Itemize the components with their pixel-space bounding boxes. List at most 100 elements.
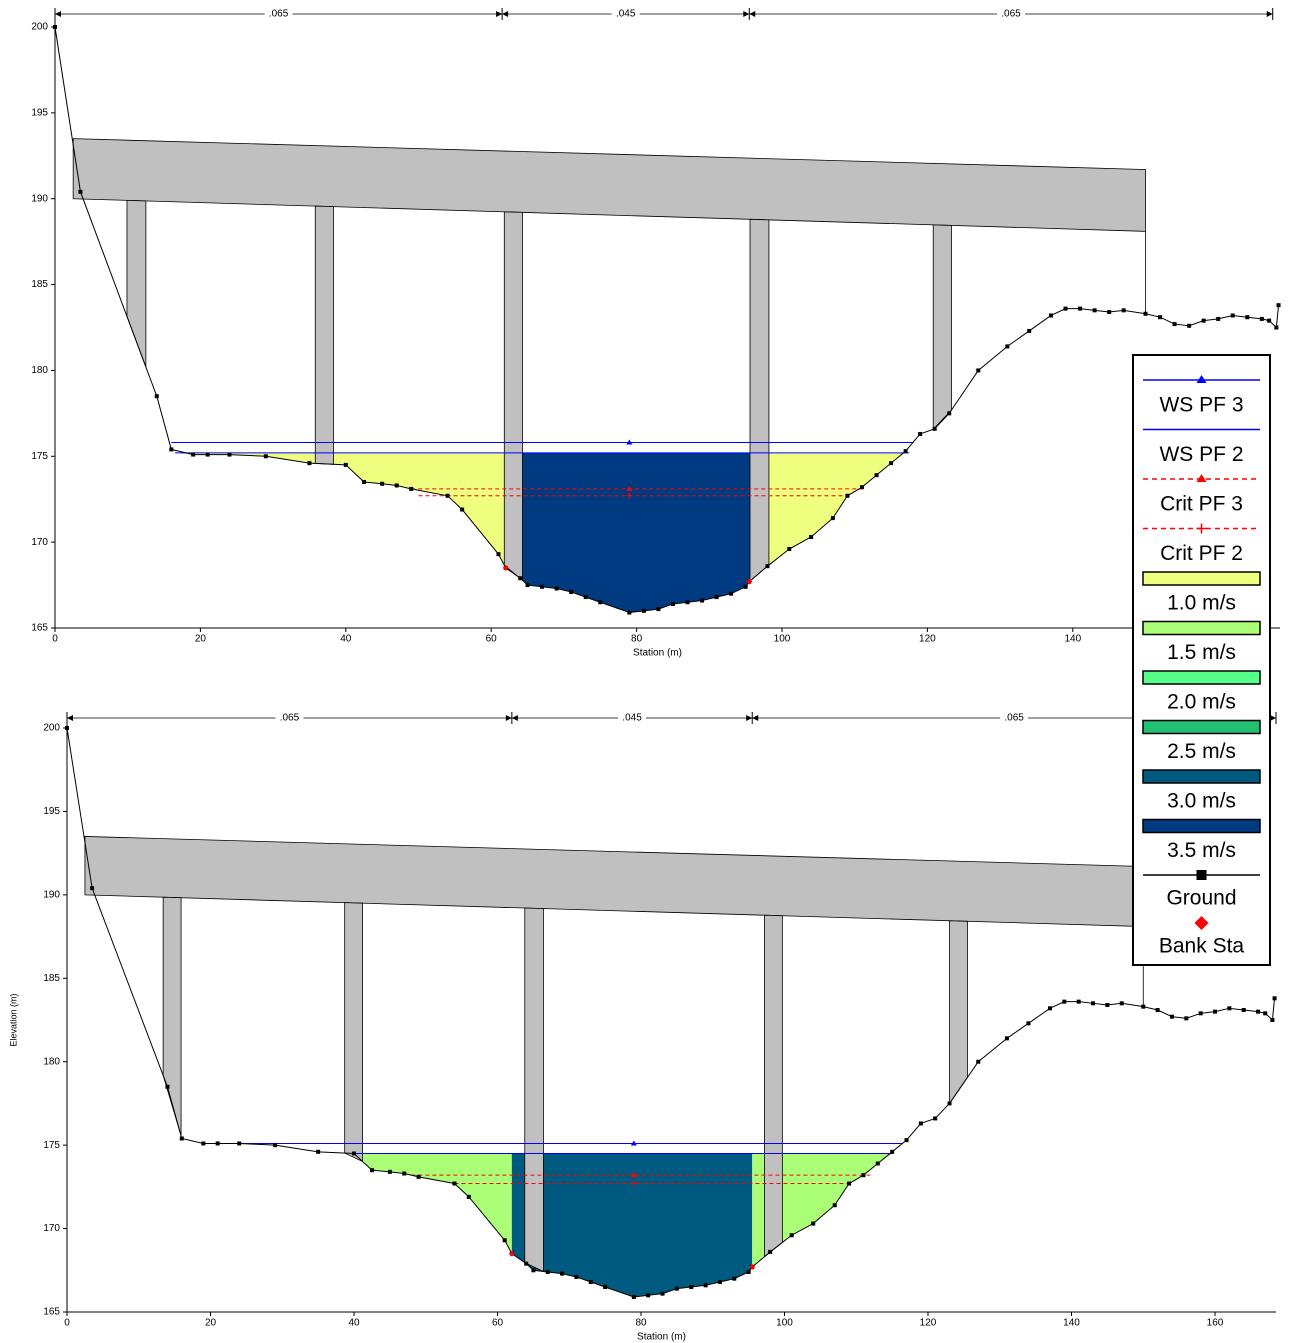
manning-label-bg <box>275 712 304 724</box>
bank-station <box>749 1263 756 1270</box>
ground-point <box>452 1181 457 1186</box>
ground-point <box>976 1059 981 1064</box>
y-tick-label: 180 <box>31 365 48 376</box>
ground-point <box>518 576 523 581</box>
x-axis-label: Station (m) <box>637 1332 686 1343</box>
ground-point <box>685 600 690 605</box>
legend-label: Ground <box>1166 887 1236 910</box>
ground-point <box>1026 1021 1031 1026</box>
pier <box>932 224 952 431</box>
pier <box>503 211 523 582</box>
y-tick-label: 200 <box>31 22 48 33</box>
ground-point <box>732 1276 737 1281</box>
flow-zone <box>750 452 910 582</box>
ground-point <box>1227 1006 1232 1011</box>
ground-point <box>1047 1006 1052 1011</box>
pier <box>524 907 544 1273</box>
flow-zone <box>505 452 751 613</box>
ground-point <box>603 1284 608 1289</box>
x-tick-label: 120 <box>920 1318 937 1329</box>
ws-marker <box>626 492 633 499</box>
manning-label-bg <box>1000 712 1029 724</box>
ws-marker <box>630 1140 637 1146</box>
ground-point <box>65 726 69 730</box>
arrow <box>511 715 518 721</box>
ground-point <box>1048 313 1053 318</box>
flow-zone <box>511 1153 753 1297</box>
y-tick-label: 175 <box>31 451 48 462</box>
legend-label: 3.5 m/s <box>1167 839 1236 862</box>
ground-point <box>352 1151 357 1156</box>
ground-point <box>227 452 232 457</box>
arrow <box>752 715 759 721</box>
ground-point <box>1119 1001 1124 1006</box>
y-tick-label: 165 <box>31 623 48 634</box>
ground-point <box>631 1294 636 1299</box>
y-tick-label: 195 <box>43 806 60 817</box>
ground-point <box>670 601 675 606</box>
ground-point <box>646 1293 651 1298</box>
ground-point <box>1004 1036 1009 1041</box>
ground-point <box>845 493 850 498</box>
ground-point <box>1078 306 1083 311</box>
legend-label: 3.0 m/s <box>1167 790 1236 813</box>
legend-marker <box>1194 916 1209 930</box>
ground-point <box>1184 1016 1189 1021</box>
x-tick-label: 60 <box>492 1318 504 1329</box>
y-axis-label: Elevation (m) <box>8 993 18 1046</box>
bank-station <box>502 564 509 571</box>
ground-point <box>1201 318 1206 323</box>
ground-point <box>191 452 196 457</box>
legend-box <box>1132 354 1271 966</box>
ground-point <box>890 1149 895 1154</box>
x-tick-label: 20 <box>205 1318 217 1329</box>
x-tick-label: 80 <box>631 634 643 645</box>
ground-point <box>1107 310 1112 315</box>
manning-label-bg <box>264 8 293 20</box>
ground-point <box>1062 999 1067 1004</box>
ground-point <box>627 610 632 615</box>
arrow <box>743 11 750 17</box>
y-tick-label: 180 <box>43 1056 60 1067</box>
ws-marker <box>630 1180 637 1187</box>
ground-point <box>717 1279 722 1284</box>
arrow <box>502 11 509 17</box>
ground-point <box>1155 1007 1160 1012</box>
ground-point <box>1270 1018 1275 1022</box>
ground-point <box>205 452 210 457</box>
ground-point <box>1213 1009 1218 1014</box>
ground-point <box>904 1138 909 1143</box>
ground-point <box>874 473 879 478</box>
ground-point <box>903 449 908 454</box>
manning-label: .065 <box>269 9 289 20</box>
y-tick-label: 165 <box>43 1307 60 1318</box>
ground-point <box>811 1221 816 1226</box>
x-tick-label: 0 <box>64 1318 70 1329</box>
legend-marker <box>1196 523 1207 534</box>
pier <box>162 896 182 1136</box>
ground-point <box>394 483 399 488</box>
ground-point <box>545 1269 550 1274</box>
x-tick-label: 100 <box>774 634 791 645</box>
manning-label-bg <box>611 8 640 20</box>
ground-point <box>743 584 748 589</box>
ground-point <box>1245 315 1250 320</box>
ground-point <box>380 481 385 486</box>
x-tick-label: 60 <box>486 634 498 645</box>
legend-marker <box>1196 474 1207 482</box>
ground-point <box>409 486 414 491</box>
x-tick-label: 0 <box>52 634 58 645</box>
ground-point <box>361 480 366 485</box>
ground-point <box>215 1141 220 1146</box>
ground-point <box>689 1284 694 1289</box>
ground-point <box>1158 315 1163 320</box>
manning-label-bg <box>618 712 647 724</box>
manning-label: .065 <box>1001 9 1021 20</box>
ground-point <box>524 1261 529 1266</box>
ground-point <box>787 547 792 552</box>
x-tick-label: 40 <box>340 634 352 645</box>
ground-point <box>369 1168 374 1173</box>
x-tick-label: 40 <box>348 1318 360 1329</box>
ground-point <box>1276 303 1281 308</box>
